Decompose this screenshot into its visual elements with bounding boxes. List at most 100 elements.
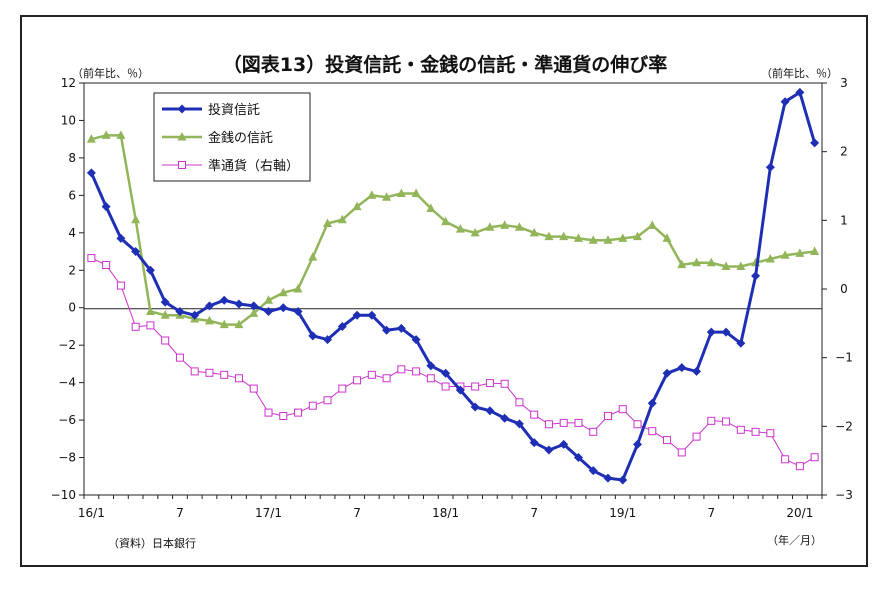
- data-point: [323, 396, 332, 405]
- left-tick-label: −6: [58, 413, 76, 427]
- data-point: [116, 130, 126, 139]
- data-point: [514, 419, 524, 429]
- line-chart: （図表13）投資信託・金銭の信託・準通貨の伸び率 （前年比、％） （前年比、％）…: [51, 53, 853, 550]
- data-point: [293, 306, 303, 316]
- data-point: [190, 367, 199, 376]
- left-tick-label: 12: [61, 76, 76, 90]
- data-point: [515, 398, 524, 407]
- data-point: [588, 466, 598, 476]
- data-point: [544, 445, 554, 455]
- data-point: [234, 374, 243, 383]
- data-point: [455, 385, 465, 395]
- data-point: [795, 462, 804, 471]
- x-tick-label: 7: [530, 506, 538, 520]
- chart-frame: （図表13）投資信託・金銭の信託・準通貨の伸び率 （前年比、％） （前年比、％）…: [20, 15, 868, 567]
- x-axis-unit: （年／月）: [767, 533, 822, 547]
- data-point: [382, 374, 391, 383]
- data-point: [219, 295, 229, 305]
- data-point: [308, 252, 318, 261]
- data-point: [485, 222, 495, 231]
- data-point: [530, 410, 539, 419]
- data-point: [751, 271, 761, 281]
- right-tick-label: 1: [840, 213, 848, 227]
- data-point: [470, 227, 480, 237]
- data-point: [707, 416, 716, 425]
- data-point: [810, 138, 820, 148]
- data-point: [721, 327, 731, 337]
- chart-title: （図表13）投資信託・金銭の信託・準通貨の伸び率: [223, 53, 667, 76]
- data-point: [441, 216, 451, 226]
- data-point: [323, 218, 333, 227]
- data-point: [647, 220, 657, 229]
- data-point: [544, 231, 554, 241]
- data-point: [441, 368, 451, 378]
- x-tick-label: 16/1: [78, 506, 105, 520]
- data-point: [101, 130, 111, 139]
- data-point: [426, 361, 436, 371]
- data-point: [677, 259, 687, 269]
- data-point: [426, 374, 435, 383]
- data-point: [337, 321, 347, 331]
- data-point: [116, 281, 125, 290]
- data-point: [722, 417, 731, 426]
- left-y-axis: 12 10 8 6 4 2 0 −2 −4 −6 −8 −10: [51, 76, 84, 502]
- right-tick-label: −1: [835, 351, 853, 365]
- data-point: [471, 382, 480, 391]
- data-point: [647, 398, 657, 408]
- data-point: [766, 429, 775, 438]
- data-point: [190, 310, 200, 320]
- data-point: [544, 420, 553, 429]
- data-point: [573, 453, 583, 463]
- data-point: [574, 418, 583, 427]
- data-point: [145, 306, 155, 315]
- data-point: [131, 214, 141, 224]
- data-point: [367, 310, 377, 320]
- data-point: [367, 370, 376, 379]
- data-point: [396, 188, 406, 197]
- data-point: [101, 202, 111, 212]
- data-point: [455, 224, 465, 233]
- data-point: [293, 284, 303, 293]
- data-point: [633, 420, 642, 429]
- legend-label: 準通貨（右軸）: [208, 158, 299, 174]
- left-tick-label: 0: [68, 301, 76, 315]
- data-point: [308, 331, 318, 341]
- data-point: [249, 301, 259, 311]
- right-tick-label: 2: [840, 145, 848, 159]
- data-point: [278, 287, 288, 297]
- data-point: [795, 248, 805, 257]
- data-point: [618, 475, 628, 485]
- data-point: [352, 201, 362, 211]
- data-point: [706, 257, 716, 267]
- right-tick-label: 3: [840, 76, 848, 90]
- data-point: [514, 222, 524, 231]
- data-point: [87, 254, 96, 263]
- left-axis-unit: （前年比、％）: [72, 66, 149, 80]
- legend-item: 金銭の信託: [162, 130, 273, 146]
- data-point: [500, 379, 509, 388]
- data-point: [278, 303, 288, 313]
- left-tick-label: 4: [68, 226, 76, 240]
- legend-swatch-marker: [178, 161, 186, 169]
- x-axis: 16/1 7 17/1 7 18/1 7 19/1 7 20/1: [78, 495, 823, 520]
- data-point: [426, 203, 436, 212]
- left-tick-label: −4: [58, 376, 76, 390]
- data-point: [810, 453, 819, 462]
- right-y-axis: 3 2 1 0 −1 −2 −3: [822, 76, 853, 502]
- data-point: [765, 162, 775, 172]
- x-tick-label: 19/1: [609, 506, 636, 520]
- data-point: [485, 406, 495, 416]
- data-point: [249, 308, 259, 317]
- data-point: [116, 233, 126, 243]
- data-point: [663, 436, 672, 445]
- left-tick-label: 10: [61, 113, 76, 127]
- data-point: [352, 310, 362, 320]
- data-point: [397, 365, 406, 374]
- left-tick-label: 2: [68, 263, 76, 277]
- data-point: [234, 299, 244, 309]
- legend-swatch-marker: [177, 132, 187, 141]
- data-point: [86, 134, 96, 143]
- data-point: [751, 427, 760, 436]
- data-point: [780, 97, 790, 107]
